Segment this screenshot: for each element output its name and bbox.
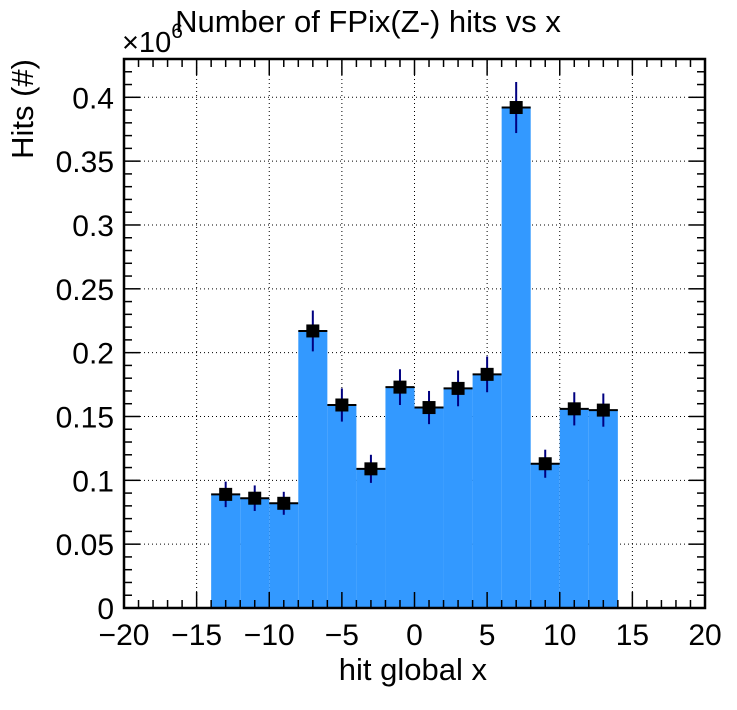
- data-point: [538, 457, 552, 471]
- chart-title: Number of FPix(Z-) hits vs x: [175, 4, 561, 39]
- histogram-bar: [385, 387, 415, 608]
- y-tick-label: 0.3: [72, 210, 114, 243]
- x-tick-label: 20: [688, 619, 721, 652]
- axis-ticks: [123, 58, 706, 609]
- y-tick-label: 0.1: [72, 465, 114, 498]
- histogram-bar: [530, 463, 560, 608]
- data-point: [567, 402, 581, 416]
- histogram-bar: [472, 374, 502, 608]
- histogram-bar: [211, 494, 241, 608]
- x-tick-label: 10: [543, 619, 576, 652]
- data-point: [248, 491, 262, 505]
- x-tick-label: 15: [616, 619, 649, 652]
- data-point: [277, 496, 291, 510]
- y-tick-label: 0.25: [56, 274, 114, 307]
- y-tick-label: 0: [97, 593, 114, 626]
- x-tick-label: −15: [171, 619, 222, 652]
- y-tick-label: 0.35: [56, 146, 114, 179]
- histogram-bar: [559, 408, 589, 608]
- data-point: [509, 101, 523, 115]
- data-point: [306, 324, 320, 338]
- histogram-bar: [298, 330, 328, 608]
- x-tick-label: −5: [325, 619, 359, 652]
- x-tick-label: −20: [99, 619, 150, 652]
- data-point: [364, 462, 378, 476]
- histogram-bar: [356, 468, 386, 608]
- data-markers: [219, 101, 610, 510]
- y-tick-label: 0.4: [72, 82, 114, 115]
- plot-area: [122, 57, 707, 610]
- histogram-bar: [269, 503, 299, 608]
- data-point: [219, 487, 233, 501]
- y-tick-label: 0.2: [72, 338, 114, 371]
- data-point: [596, 403, 610, 417]
- histogram-bar: [240, 498, 270, 608]
- y-tick-label: 0.05: [56, 529, 114, 562]
- data-point: [422, 401, 436, 415]
- histogram-bar: [588, 410, 618, 608]
- histogram-bar: [327, 404, 357, 608]
- y-tick-labels: 0 0.05 0.1 0.15 0.2 0.25 0.3 0.35 0.4: [56, 82, 114, 626]
- data-point: [335, 398, 349, 412]
- y-exponent-label: ×106: [122, 20, 183, 59]
- histogram-bar: [501, 107, 531, 608]
- x-axis-label: hit global x: [339, 652, 488, 687]
- y-axis-label: Hits (#): [5, 59, 40, 159]
- y-tick-label: 0.15: [56, 401, 114, 434]
- data-point: [480, 367, 494, 381]
- x-tick-label: 5: [479, 619, 496, 652]
- data-point: [451, 381, 465, 395]
- histogram-bar: [414, 407, 444, 608]
- histogram-bar: [443, 388, 473, 608]
- data-point: [393, 380, 407, 394]
- x-tick-labels: −20 −15 −10 −5 0 5 10 15 20: [99, 619, 722, 652]
- x-tick-label: −10: [244, 619, 295, 652]
- histogram-bars: [211, 106, 618, 608]
- x-tick-label: 0: [406, 619, 423, 652]
